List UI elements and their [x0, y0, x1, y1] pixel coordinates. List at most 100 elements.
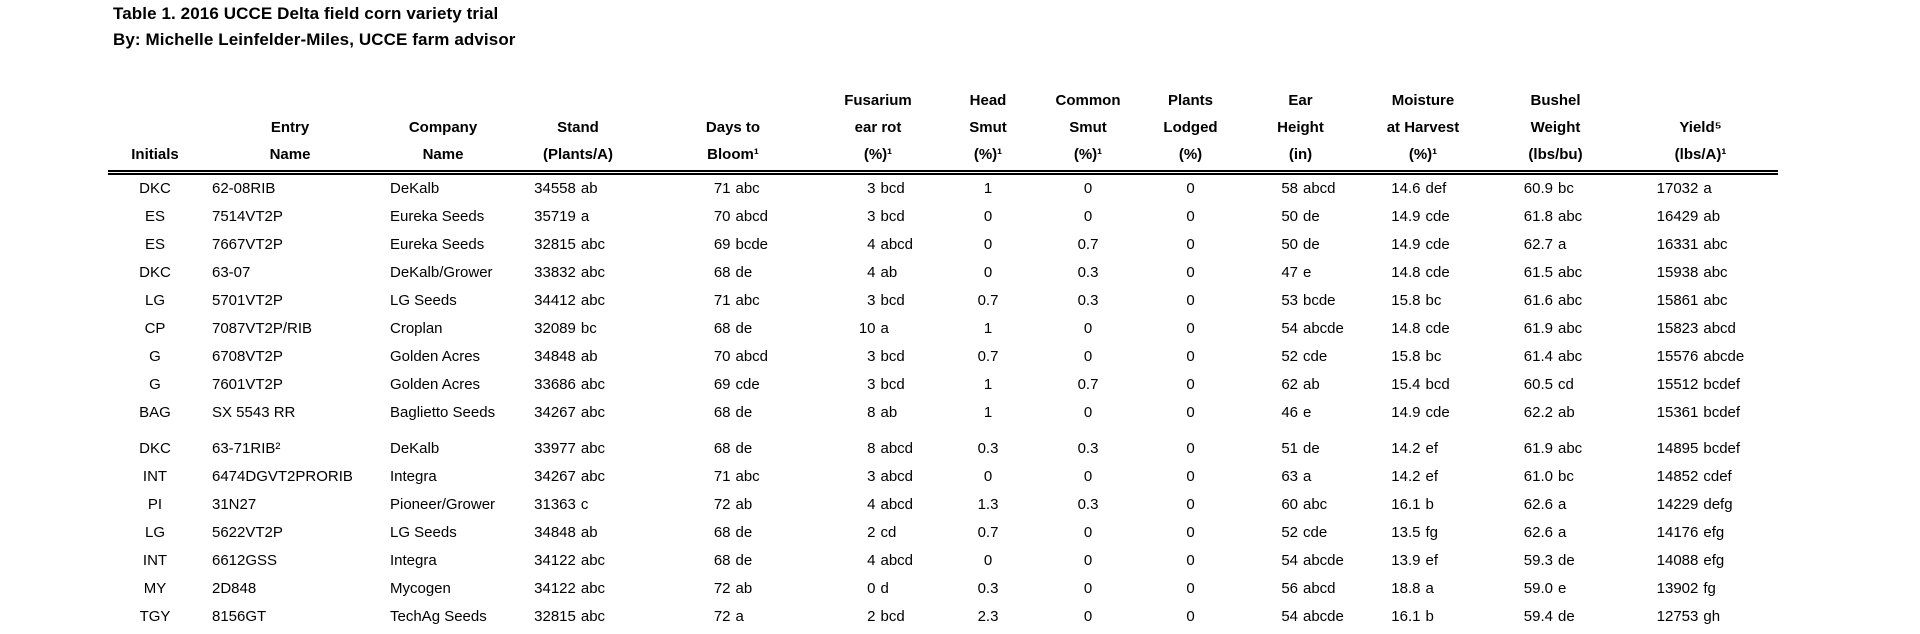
table-cell: LG — [144, 292, 165, 309]
cell-significance-letters: ef — [1425, 440, 1439, 457]
cell-significance-letters: abc — [580, 440, 606, 457]
cell-value: 68 — [713, 264, 731, 281]
table-cell: 63-71RIB² — [212, 440, 281, 457]
table-cell: 7087VT2P/RIB — [212, 320, 313, 337]
cell-value: 14.9 — [1391, 236, 1421, 253]
cell-value: 68 — [713, 320, 731, 337]
cell-value: 54 — [1281, 552, 1298, 569]
column-header: Smut — [1069, 119, 1107, 136]
table-cell: 0 — [1186, 236, 1195, 253]
table-cell: 33686 abc — [508, 371, 648, 399]
table-cell: 0 — [983, 208, 993, 225]
table-cell: 0 — [1083, 580, 1093, 597]
table-cell: ES — [144, 208, 165, 225]
cell-value: 61.9 — [1523, 320, 1553, 337]
table-cell: Pioneer/Grower — [390, 496, 496, 513]
table-cell: 35719 a — [508, 203, 648, 231]
cell-value: 2 — [867, 608, 876, 625]
cell-value: 50 — [1281, 208, 1298, 225]
cell-significance-letters: de — [1558, 552, 1575, 569]
cell-value: 62 — [1281, 376, 1298, 393]
cell-value: 72 — [713, 608, 731, 625]
cell-value: 8 — [867, 440, 876, 457]
cell-significance-letters: abc — [1558, 264, 1583, 281]
column-header — [1623, 87, 1778, 114]
column-header: (%) — [1138, 141, 1243, 175]
cell-value: 4 — [867, 552, 876, 569]
table-body: DKC 62-08RIB DeKalb 34558 ab 71 abc 3 bcd 1 0 0 58 ab… — [108, 173, 1778, 632]
cell-value: 15576 — [1656, 348, 1699, 365]
table-cell: 72 ab — [648, 491, 818, 519]
table-cell: BAG — [139, 404, 171, 421]
cell-significance-letters: bcde — [735, 236, 769, 253]
table-header: Fusarium Head Common Plants Ear Moisture Bushe… — [108, 87, 1778, 175]
table-cell: 1 — [983, 320, 993, 337]
table-cell: 16429 ab — [1623, 203, 1778, 231]
table-cell: 12753 gh — [1623, 603, 1778, 631]
table-cell: 62.7 a — [1488, 231, 1623, 259]
table-row: INT 6612GSS Integra 34122 abc 68 de 4 abcd 0 0 0 54 a… — [108, 547, 1778, 575]
table-cell: 34122 abc — [508, 575, 648, 603]
cell-significance-letters: abcde — [1303, 608, 1344, 625]
column-header — [648, 87, 818, 114]
table-cell: 0 — [983, 552, 993, 569]
table-cell: 8 ab — [818, 399, 938, 427]
cell-significance-letters: abc — [735, 292, 760, 309]
table-cell: 0 — [1083, 348, 1093, 365]
cell-value: 12753 — [1656, 608, 1699, 625]
table-cell: 0 — [1083, 524, 1093, 541]
column-header — [202, 87, 378, 114]
cell-significance-letters: abc — [580, 264, 606, 281]
cell-significance-letters: abcd — [880, 496, 914, 513]
table-cell: 15.8 bc — [1358, 287, 1488, 315]
table-cell: 68 de — [648, 547, 818, 575]
cell-significance-letters: bcd — [880, 348, 905, 365]
cell-significance-letters: bcdef — [1703, 376, 1741, 393]
table-cell: 62.6 a — [1488, 491, 1623, 519]
cell-value: 46 — [1281, 404, 1298, 421]
table-cell: 32089 bc — [508, 315, 648, 343]
cell-value: 3 — [867, 180, 876, 197]
table-row: G 6708VT2P Golden Acres 34848 ab 70 abcd 3 bcd 0.… — [108, 343, 1778, 371]
table-cell: Croplan — [390, 320, 443, 337]
column-header: Name — [202, 141, 378, 175]
table-cell: 14852 cdef — [1623, 463, 1778, 491]
table-cell: 15.4 bcd — [1358, 371, 1488, 399]
cell-value: 68 — [713, 552, 731, 569]
table-cell: 34848 ab — [508, 343, 648, 371]
table-cell: 71 abc — [648, 287, 818, 315]
table-cell: 0 — [1186, 320, 1195, 337]
table-cell: 4 ab — [818, 259, 938, 287]
cell-significance-letters: cde — [1303, 348, 1328, 365]
column-header: (%)¹ — [938, 141, 1038, 175]
cell-significance-letters: cdef — [1703, 468, 1732, 485]
table-cell: 54 abcde — [1243, 315, 1358, 343]
column-header: Company — [408, 119, 478, 136]
table-cell: TGY — [139, 608, 171, 625]
cell-value: 52 — [1281, 524, 1298, 541]
table-cell: 0 — [1186, 552, 1195, 569]
table-cell: 16.1 b — [1358, 491, 1488, 519]
cell-value: 33977 — [534, 440, 576, 457]
table-cell: 14.9 cde — [1358, 399, 1488, 427]
table-cell: 61.6 abc — [1488, 287, 1623, 315]
table-cell: 1 — [983, 404, 993, 421]
table-cell: 2.3 — [977, 608, 999, 625]
column-header: Height — [1277, 119, 1324, 136]
table-cell: 3 abcd — [818, 463, 938, 491]
table-cell: 13902 fg — [1623, 575, 1778, 603]
cell-value: 10 — [858, 320, 876, 337]
cell-significance-letters: a — [580, 208, 590, 225]
cell-value: 18.8 — [1391, 580, 1421, 597]
cell-value: 68 — [713, 440, 731, 457]
table-cell: 14.9 cde — [1358, 203, 1488, 231]
table-cell: 1 — [983, 376, 993, 393]
table-cell: 18.8 a — [1358, 575, 1488, 603]
table-cell: 6474DGVT2PRORIB — [212, 468, 353, 485]
cell-significance-letters: abcde — [1303, 320, 1344, 337]
cell-value: 62.6 — [1523, 524, 1553, 541]
cell-significance-letters: abc — [580, 468, 606, 485]
cell-value: 2 — [867, 524, 876, 541]
cell-significance-letters: abc — [1703, 264, 1728, 281]
